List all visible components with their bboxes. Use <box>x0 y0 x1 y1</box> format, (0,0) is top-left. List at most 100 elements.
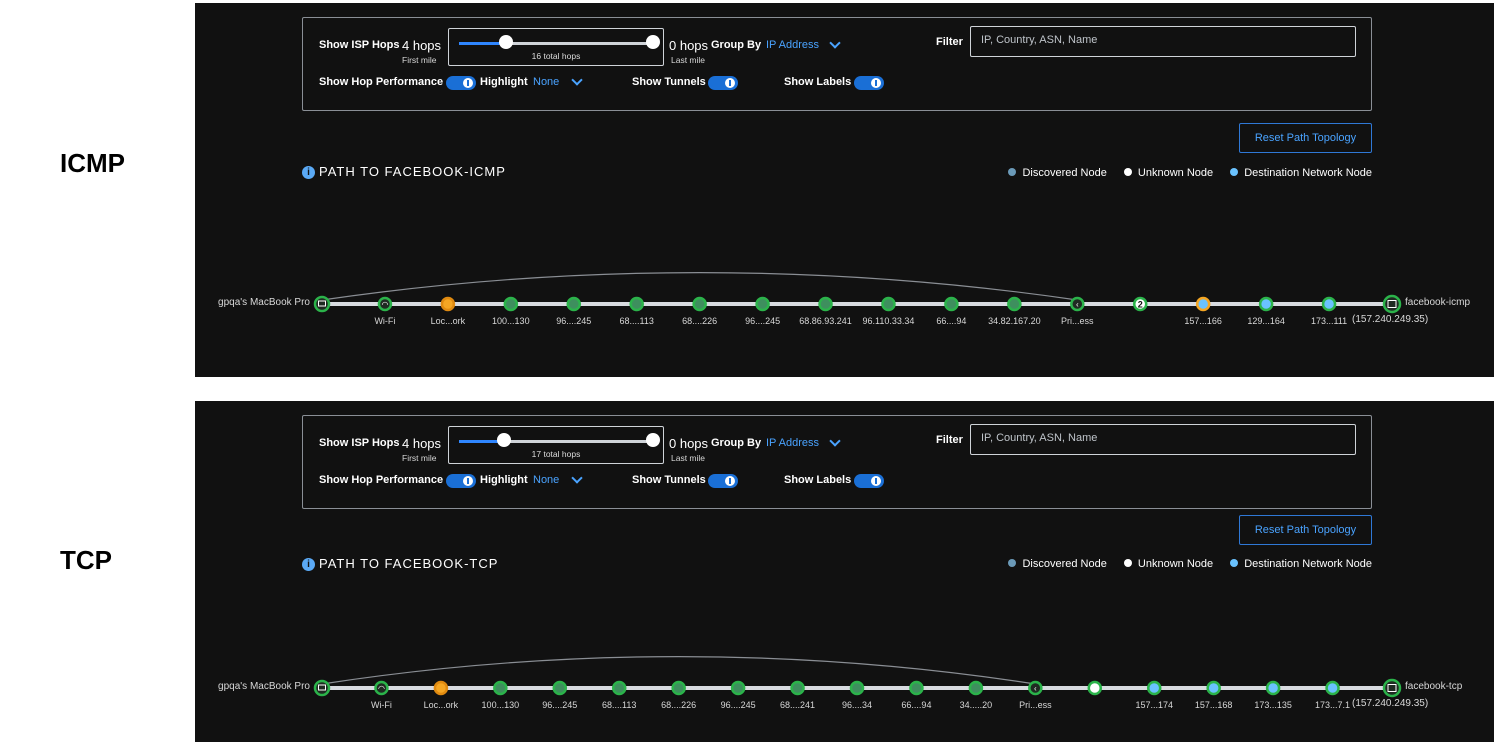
info-icon[interactable]: i <box>302 558 315 571</box>
wifi-node[interactable] <box>377 296 393 312</box>
node-label: 68....226 <box>661 700 697 710</box>
node-label: 100...130 <box>492 316 530 326</box>
private-node[interactable] <box>1028 680 1043 696</box>
tunnels-toggle[interactable] <box>708 76 738 90</box>
show-labels-label: Show Labels <box>784 76 852 88</box>
group-by-select[interactable]: IP Address <box>766 39 819 51</box>
destination-dot-icon <box>1230 168 1239 176</box>
discovered-node[interactable] <box>881 296 896 312</box>
source-node[interactable] <box>313 679 331 697</box>
destination-ip-label: (157.240.249.35) <box>1352 698 1429 709</box>
discovered-node[interactable] <box>629 296 644 312</box>
hop-performance-toggle[interactable] <box>446 76 476 90</box>
path-title: i PATH TO FACEBOOK-ICMP <box>302 164 506 179</box>
node-label: Loc...ork <box>430 316 466 326</box>
filter-input[interactable]: IP, Country, ASN, Name <box>970 424 1356 455</box>
discovered-node[interactable] <box>849 680 865 696</box>
discovered-node[interactable] <box>611 680 627 696</box>
info-icon[interactable]: i <box>302 166 315 179</box>
source-label: gpqa's MacBook Pro <box>218 297 310 308</box>
discovered-node[interactable] <box>968 680 984 696</box>
path-title-text: PATH TO FACEBOOK-ICMP <box>319 164 506 179</box>
isp-hops-slider[interactable]: 16 total hops <box>448 28 664 66</box>
slider-first-knob[interactable] <box>496 433 511 447</box>
node-label: 157...174 <box>1135 700 1173 710</box>
reset-path-topology-button[interactable]: Reset Path Topology <box>1239 123 1372 153</box>
local-network-node[interactable] <box>440 296 456 312</box>
server-icon <box>1387 300 1397 308</box>
node-label: 34.....20 <box>959 700 993 710</box>
node-label: 68....241 <box>780 700 816 710</box>
grouped-node[interactable] <box>1132 296 1148 312</box>
discovered-node[interactable] <box>671 680 686 696</box>
tunnels-toggle[interactable] <box>708 474 738 488</box>
section-label-tcp: TCP <box>60 545 112 575</box>
path-title-text: PATH TO FACEBOOK-TCP <box>319 556 499 571</box>
highlight-select[interactable]: None <box>533 474 560 486</box>
last-hops-value: 0 hops <box>669 38 709 53</box>
laptop-icon <box>318 684 326 691</box>
legend: Discovered Node Unknown Node Destination… <box>994 558 1372 570</box>
labels-toggle[interactable] <box>854 474 884 488</box>
legend-unknown: Unknown Node <box>1123 558 1213 570</box>
destination-network-node[interactable] <box>1146 680 1162 696</box>
node-label: 100...130 <box>481 700 520 710</box>
controls-box: Show ISP Hops 4 hops First mile 16 total… <box>302 17 1372 111</box>
private-node[interactable] <box>1070 296 1085 312</box>
discovered-node[interactable] <box>755 296 770 312</box>
discovered-node[interactable] <box>818 296 833 312</box>
legend-discovered: Discovered Node <box>1008 558 1107 570</box>
discovered-node[interactable] <box>790 680 805 696</box>
first-mile-label: First mile <box>402 55 437 65</box>
legend-discovered: Discovered Node <box>1008 167 1107 179</box>
discovered-node[interactable] <box>566 296 582 312</box>
filter-label: Filter <box>936 434 963 446</box>
highlight-select[interactable]: None <box>533 76 560 88</box>
slider-fill <box>459 440 504 443</box>
discovered-node[interactable] <box>1007 296 1022 312</box>
labels-toggle[interactable] <box>854 76 884 90</box>
discovered-node[interactable] <box>503 296 519 312</box>
filter-input[interactable]: IP, Country, ASN, Name <box>970 26 1356 57</box>
show-hop-performance-label: Show Hop Performance <box>319 76 444 88</box>
source-node[interactable] <box>313 295 331 313</box>
discovered-node[interactable] <box>909 680 924 696</box>
node-label: Wi-Fi <box>370 700 392 710</box>
destination-node[interactable] <box>1382 678 1402 698</box>
destination-network-node[interactable] <box>1321 296 1337 312</box>
node-label: 157...168 <box>1194 700 1233 710</box>
grouped-node-count: 2 <box>1138 300 1143 310</box>
discovered-node[interactable] <box>944 296 959 312</box>
destination-network-node[interactable] <box>1258 296 1274 312</box>
topology-svg: ◠ ‹ <box>313 656 1402 698</box>
server-icon <box>1387 684 1397 692</box>
destination-network-node[interactable] <box>1206 680 1221 696</box>
wifi-node[interactable] <box>374 680 389 696</box>
node-label: 68....113 <box>619 316 654 326</box>
tunnel-arc <box>321 272 1078 301</box>
discovered-node[interactable] <box>493 680 508 696</box>
destination-network-node[interactable] <box>1195 296 1211 312</box>
destination-network-node[interactable] <box>1325 680 1340 696</box>
destination-network-node[interactable] <box>1265 680 1281 696</box>
slider-first-knob[interactable] <box>498 35 513 49</box>
destination-node[interactable] <box>1382 294 1402 314</box>
discovered-node[interactable] <box>730 680 746 696</box>
hop-performance-toggle[interactable] <box>446 474 476 488</box>
node-label: 96....245 <box>542 700 578 710</box>
node-label: 68....113 <box>602 700 637 710</box>
group-by-select[interactable]: IP Address <box>766 437 819 449</box>
reset-path-topology-button[interactable]: Reset Path Topology <box>1239 515 1372 545</box>
slider-last-knob[interactable] <box>646 35 660 49</box>
isp-hops-slider[interactable]: 17 total hops <box>448 426 664 464</box>
discovered-node[interactable] <box>692 296 707 312</box>
tunnel-icon: ‹ <box>1076 300 1079 309</box>
discovered-node[interactable] <box>552 680 568 696</box>
local-network-node[interactable] <box>433 680 449 696</box>
path-panel-tcp: Show ISP Hops 4 hops First mile 17 total… <box>195 401 1494 742</box>
slider-fill <box>459 42 506 45</box>
slider-last-knob[interactable] <box>646 433 660 447</box>
unknown-node[interactable] <box>1087 680 1103 696</box>
destination-label: facebook-tcp <box>1405 681 1463 692</box>
legend-destination: Destination Network Node <box>1230 167 1372 179</box>
